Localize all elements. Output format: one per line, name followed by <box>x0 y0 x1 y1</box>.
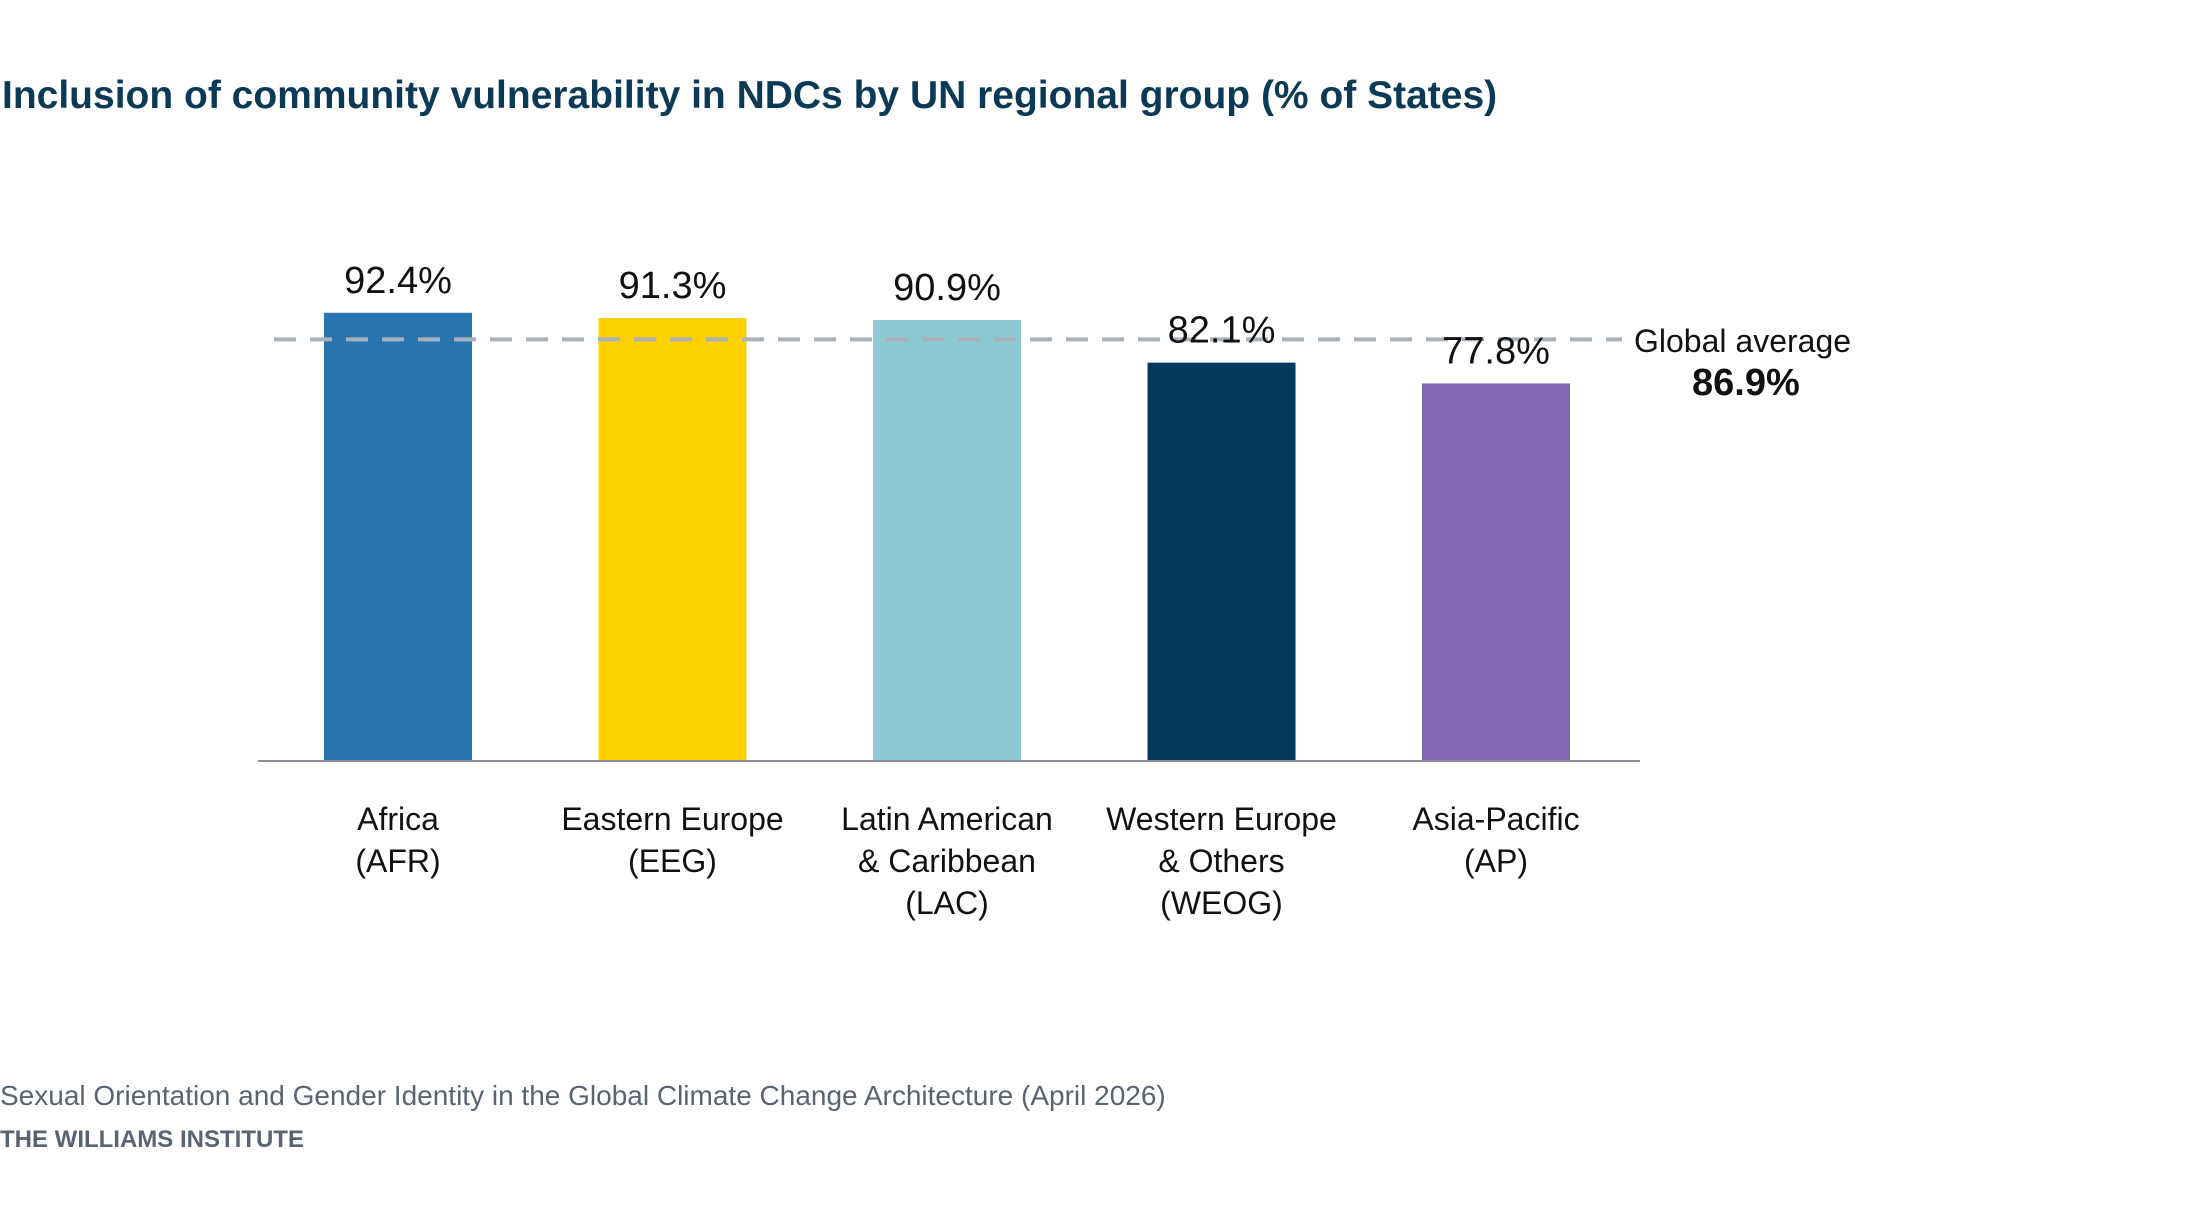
category-label: Latin American <box>841 801 1053 837</box>
data-label: 82.1% <box>1168 310 1276 352</box>
global-average-label: Global average <box>1634 323 1851 359</box>
organization-name: THE WILLIAMS INSTITUTE <box>0 1126 304 1153</box>
bar <box>873 320 1021 760</box>
category-label: & Caribbean <box>858 843 1036 879</box>
category-label: (WEOG) <box>1160 885 1283 921</box>
data-label: 90.9% <box>893 267 1001 309</box>
bar <box>1422 383 1570 760</box>
category-label: Africa <box>357 801 439 837</box>
bar-chart: 92.4% Africa (AFR) 91.3% Eastern Europe (EEG)… <box>258 260 1851 921</box>
category-label: (LAC) <box>905 885 989 921</box>
category-label: (AFR) <box>355 843 440 879</box>
bar <box>1147 362 1296 760</box>
data-label: 77.8% <box>1442 330 1550 372</box>
bar <box>324 312 472 760</box>
category-label: Eastern Europe <box>561 801 783 837</box>
category-label: (EEG) <box>628 843 717 879</box>
data-label: 91.3% <box>619 265 727 307</box>
category-label: (AP) <box>1464 843 1528 879</box>
global-average-value: 86.9% <box>1692 362 1800 404</box>
bar <box>598 318 747 760</box>
category-label: Asia-Pacific <box>1412 801 1579 837</box>
category-label: & Others <box>1158 843 1284 879</box>
category-label: Western Europe <box>1106 801 1337 837</box>
source-note: Sexual Orientation and Gender Identity i… <box>0 1080 1166 1111</box>
chart-title: Inclusion of community vulnerability in … <box>2 74 1498 117</box>
data-label: 92.4% <box>344 260 452 302</box>
